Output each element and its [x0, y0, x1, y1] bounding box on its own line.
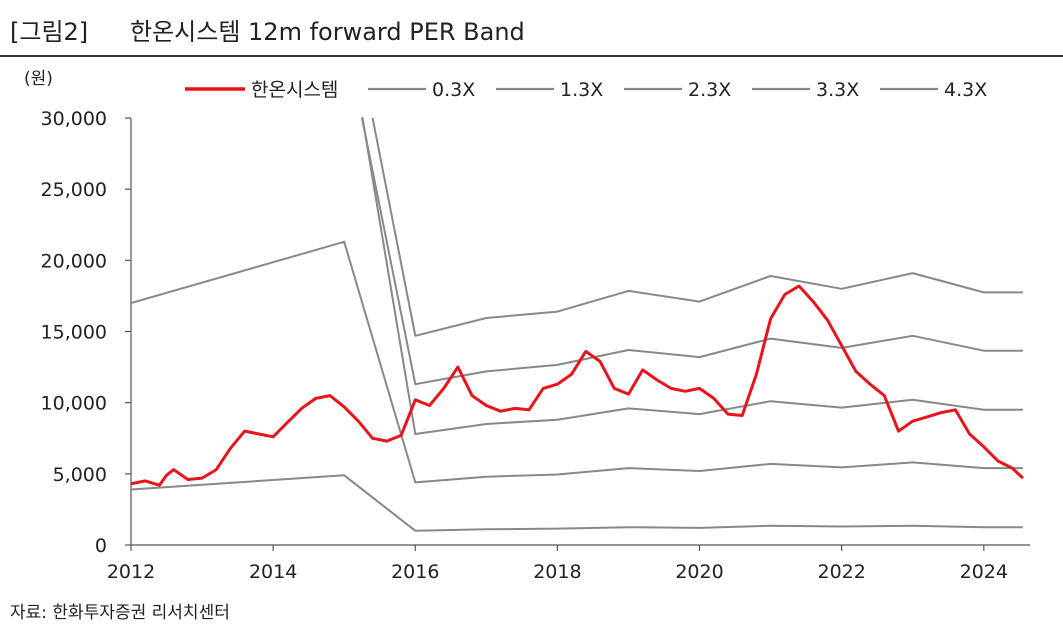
x-tick-label: 2018	[533, 561, 581, 583]
y-tick-label: 15,000	[41, 322, 107, 344]
plot-area	[131, 117, 1024, 532]
legend: 한온시스템 0.3X 1.3X 2.3X 3.3X 4.3X	[185, 79, 987, 101]
x-tick-label: 2020	[675, 561, 723, 583]
band-line-2-3x	[361, 117, 1023, 435]
legend-label: 2.3X	[688, 79, 731, 101]
legend-label: 1.3X	[560, 79, 603, 101]
legend-item: 1.3X	[496, 79, 603, 101]
x-tick-label: 2012	[107, 561, 155, 583]
figure-label: [그림2]	[10, 18, 89, 46]
legend-label: 0.3X	[432, 79, 475, 101]
per-band-chart: (원) 한온시스템 0.3X 1.3X 2.3X 3.3X 4.3X 0 5,000 10,0…	[24, 69, 1030, 583]
y-tick-label: 5,000	[53, 464, 107, 486]
legend-label: 4.3X	[944, 79, 987, 101]
band-line-0-3x	[131, 474, 1023, 532]
y-axis-unit-label: (원)	[24, 69, 53, 89]
x-tick-label: 2024	[960, 561, 1008, 583]
figure-header: [그림2] 한온시스템 12m forward PER Band	[0, 0, 1063, 57]
legend-item: 한온시스템	[185, 79, 338, 101]
band-line-3-3x	[361, 117, 1023, 386]
x-tick-label: 2022	[817, 561, 865, 583]
y-tick-label: 10,000	[41, 393, 107, 415]
legend-item: 0.3X	[368, 79, 475, 101]
x-tick-label: 2016	[391, 561, 439, 583]
y-tick-label: 0	[95, 535, 107, 557]
band-line-1-3x	[131, 240, 1023, 484]
title-divider	[0, 55, 1063, 57]
legend-label: 3.3X	[816, 79, 859, 101]
band-line-4-3x	[371, 117, 1023, 337]
y-tick-label: 20,000	[41, 250, 107, 272]
legend-item: 3.3X	[752, 79, 859, 101]
y-tick-label: 25,000	[41, 179, 107, 201]
price-line	[131, 284, 1024, 487]
axes: 0 5,000 10,000 15,000 20,000 25,000 30,000 2012…	[41, 108, 1030, 583]
x-tick-label: 2014	[249, 561, 297, 583]
figure-title: 한온시스템 12m forward PER Band	[130, 18, 525, 46]
legend-item: 2.3X	[624, 79, 731, 101]
y-tick-label: 30,000	[41, 108, 107, 130]
source-note: 자료: 한화투자증권 리서치센터	[10, 603, 230, 623]
legend-label: 한온시스템	[251, 79, 338, 101]
legend-item: 4.3X	[880, 79, 987, 101]
